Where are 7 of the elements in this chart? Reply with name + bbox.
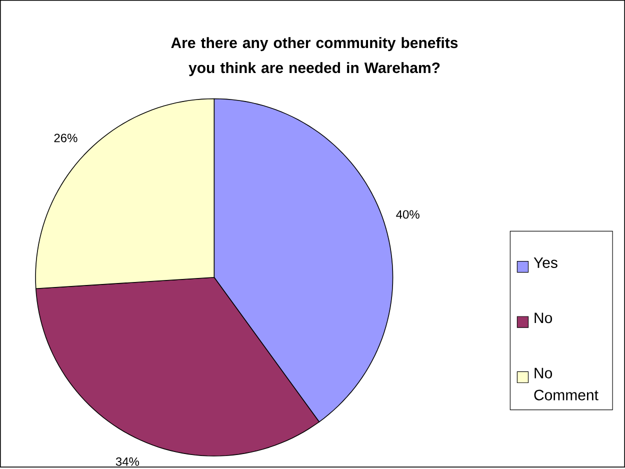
- legend-label: Yes: [534, 257, 558, 268]
- legend-label: No: [534, 312, 552, 324]
- data-label: 34%: [116, 457, 140, 466]
- data-label: 26%: [54, 134, 78, 142]
- chart-title: Are there any other community benefits you think are needed in Wareham?: [171, 37, 458, 76]
- legend-label: No Comment: [534, 368, 598, 400]
- data-label: 40%: [396, 210, 420, 219]
